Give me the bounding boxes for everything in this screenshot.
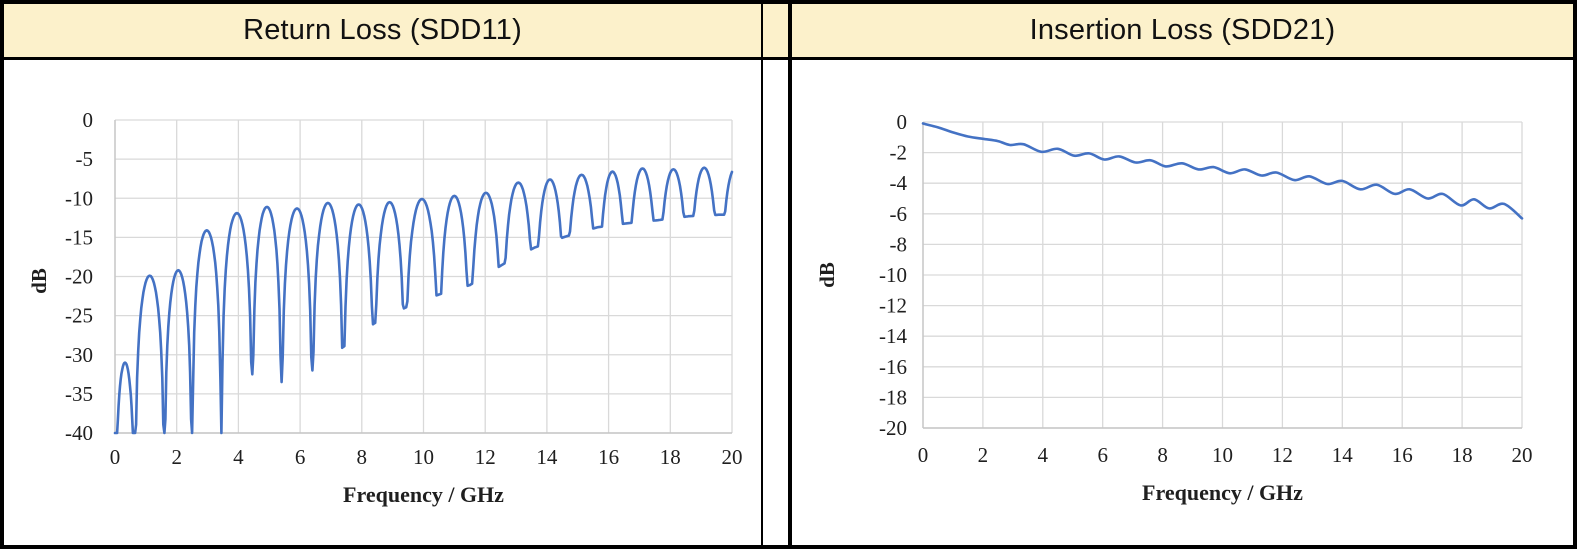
return-loss-chart: 0 2 4 6 8 10 12 14 16 18 20 0 -5 -10 -15 -20 -25 -30 -35 -4… xyxy=(27,108,743,507)
y-tick-label: -40 xyxy=(65,421,93,445)
y-tick-label: -4 xyxy=(890,171,908,195)
x-tick-label: 8 xyxy=(1157,443,1168,467)
x-tick-label: 2 xyxy=(171,445,182,469)
x-tick-label: 2 xyxy=(978,443,989,467)
panel-title-insertion-loss: Insertion Loss (SDD21) xyxy=(1029,14,1336,46)
y-tick-label: -14 xyxy=(879,324,907,348)
x-tick-label: 14 xyxy=(536,445,558,469)
y-tick-label: -30 xyxy=(65,343,93,367)
x-axis-title: Frequency / GHz xyxy=(343,482,504,507)
x-tick-label: 6 xyxy=(1097,443,1108,467)
y-tick-label: -6 xyxy=(890,202,908,226)
y-tick-label: -8 xyxy=(890,232,908,256)
x-tick-label: 10 xyxy=(1212,443,1233,467)
y-tick-label: -2 xyxy=(890,141,908,165)
x-tick-label: 18 xyxy=(1452,443,1473,467)
y-tick-label: -25 xyxy=(65,304,93,328)
series-line xyxy=(921,122,1524,220)
y-tick-label: -10 xyxy=(879,263,907,287)
y-tick-label: 0 xyxy=(897,110,908,134)
x-tick-label: 20 xyxy=(722,445,743,469)
x-tick-label: 8 xyxy=(357,445,368,469)
y-tick-label: -16 xyxy=(879,355,907,379)
x-tick-label: 4 xyxy=(1038,443,1049,467)
x-tick-label: 14 xyxy=(1332,443,1354,467)
y-tick-label: -35 xyxy=(65,382,93,406)
y-tick-label: 0 xyxy=(83,108,94,132)
x-tick-label: 20 xyxy=(1512,443,1533,467)
x-tick-label: 6 xyxy=(295,445,306,469)
x-tick-label: 0 xyxy=(918,443,929,467)
x-tick-label: 18 xyxy=(660,445,681,469)
x-tick-label: 16 xyxy=(598,445,619,469)
y-axis-title: dB xyxy=(27,268,51,294)
series-line xyxy=(113,166,734,435)
y-tick-label: -20 xyxy=(65,265,93,289)
y-axis-title: dB xyxy=(815,262,839,288)
y-tick-label: -12 xyxy=(879,294,907,318)
y-tick-label: -15 xyxy=(65,225,93,249)
y-tick-label: -10 xyxy=(65,186,93,210)
x-tick-label: 4 xyxy=(233,445,244,469)
x-tick-label: 12 xyxy=(475,445,496,469)
y-tick-label: -20 xyxy=(879,416,907,440)
x-tick-label: 12 xyxy=(1272,443,1293,467)
x-tick-label: 16 xyxy=(1392,443,1413,467)
panel-title-return-loss: Return Loss (SDD11) xyxy=(243,14,522,46)
x-axis-title: Frequency / GHz xyxy=(1142,480,1303,505)
panel-divider-thin xyxy=(761,4,763,545)
x-tick-label: 10 xyxy=(413,445,434,469)
insertion-loss-chart: 0 2 4 6 8 10 12 14 16 18 20 0 -2 -4 -6 -8 -10 -12 -14 -16 -1… xyxy=(815,110,1533,505)
x-tick-label: 0 xyxy=(110,445,121,469)
y-tick-label: -5 xyxy=(76,147,94,171)
panel-divider-thick xyxy=(788,4,792,545)
y-tick-label: -18 xyxy=(879,385,907,409)
